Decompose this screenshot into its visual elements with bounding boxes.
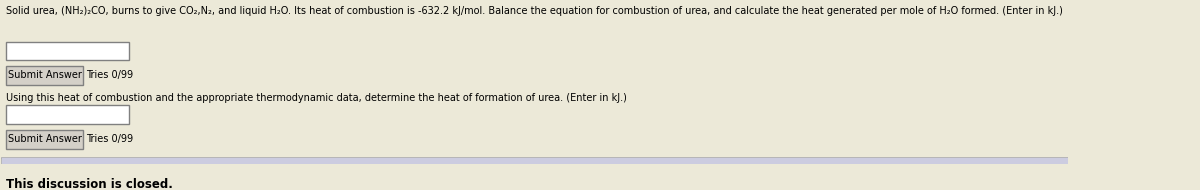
Text: This discussion is closed.: This discussion is closed. <box>6 178 173 190</box>
FancyBboxPatch shape <box>6 130 83 149</box>
FancyBboxPatch shape <box>6 42 128 60</box>
Text: Solid urea, (NH₂)₂CO, burns to give CO₂,N₂, and liquid H₂O. Its heat of combusti: Solid urea, (NH₂)₂CO, burns to give CO₂,… <box>6 6 1063 16</box>
FancyBboxPatch shape <box>1 157 1068 190</box>
Text: Submit Answer: Submit Answer <box>7 70 82 81</box>
Text: Submit Answer: Submit Answer <box>7 134 82 144</box>
Text: Using this heat of combustion and the appropriate thermodynamic data, determine : Using this heat of combustion and the ap… <box>6 93 626 103</box>
Text: Tries 0/99: Tries 0/99 <box>86 134 133 144</box>
Text: Tries 0/99: Tries 0/99 <box>86 70 133 81</box>
FancyBboxPatch shape <box>6 105 128 124</box>
FancyBboxPatch shape <box>6 66 83 85</box>
